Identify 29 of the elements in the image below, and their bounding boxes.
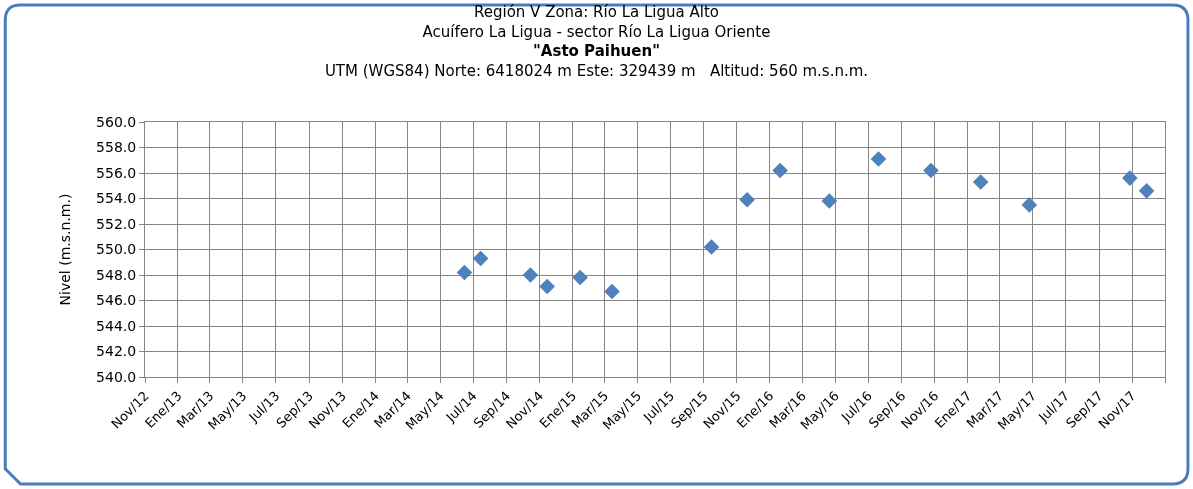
point — [456, 264, 473, 281]
y-tick-label: 540.0 — [96, 368, 137, 385]
y-tick-label: 554.0 — [96, 190, 137, 207]
point — [472, 250, 489, 267]
point — [1122, 170, 1138, 186]
y-tick-label: 550.0 — [96, 241, 137, 258]
point — [739, 191, 755, 208]
point — [821, 193, 838, 209]
point — [923, 162, 939, 179]
y-tick-label: 542.0 — [96, 343, 137, 360]
point — [1021, 197, 1038, 213]
y-tick-label: 558.0 — [96, 139, 137, 156]
y-axis-title: Nivel (m.s.n.m.) — [56, 193, 73, 306]
point — [572, 269, 588, 286]
y-tick-label: 546.0 — [96, 292, 137, 309]
point — [522, 267, 539, 283]
point — [539, 278, 555, 295]
point — [703, 239, 720, 255]
chart-title: Región V Zona: Río La Ligua Alto Acuífero La Ligua - sector Río La Ligua Oriente "Asto Paihuen" UTM (WGS84) Norte: 6418024 m Este: 329439 m Altitud: 560 m.s.n.m. — [324, 3, 869, 80]
y-tick-label: 552.0 — [96, 215, 137, 232]
point — [1138, 183, 1155, 199]
point — [972, 174, 989, 190]
y-tick-label: 556.0 — [96, 164, 137, 181]
y-tick-label: 560.0 — [96, 113, 137, 130]
point — [772, 162, 788, 179]
point — [604, 283, 620, 300]
point — [870, 151, 887, 167]
y-tick-label: 548.0 — [96, 266, 137, 283]
y-tick-label: 544.0 — [96, 317, 137, 334]
